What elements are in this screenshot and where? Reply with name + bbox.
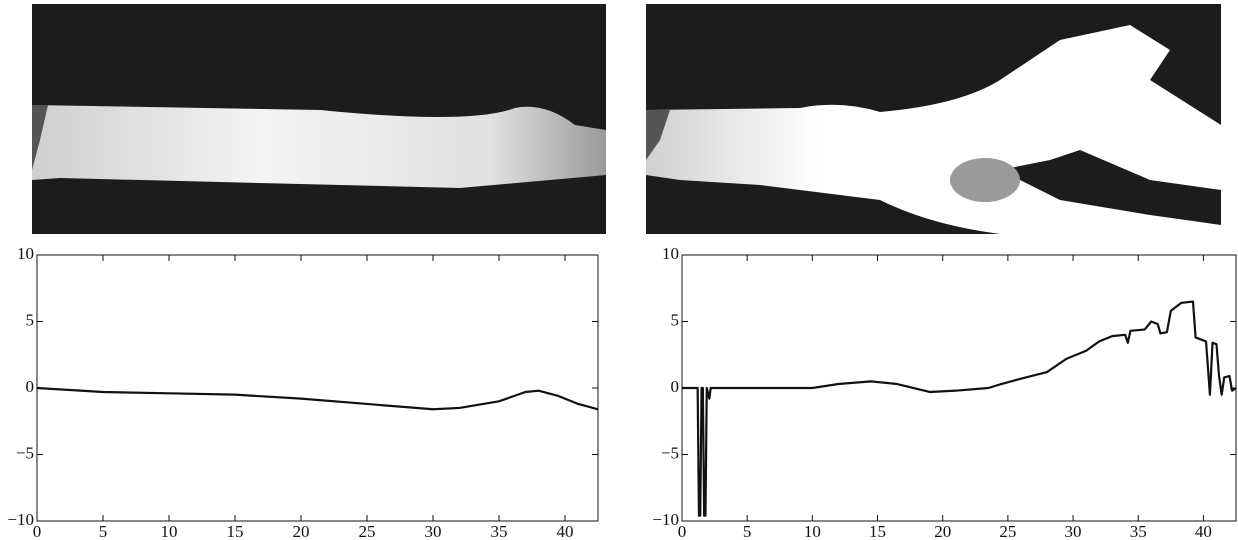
x-tick-label: 10	[804, 522, 821, 540]
y-tick-label: 5	[671, 310, 680, 329]
y-tick-label: −10	[652, 510, 679, 529]
x-tick-label: 35	[491, 522, 508, 540]
x-tick-label: 20	[293, 522, 310, 540]
x-tick-label: 40	[557, 522, 574, 540]
x-tick-label: 0	[678, 522, 687, 540]
x-tick-label: 15	[869, 522, 886, 540]
x-tick-label: 5	[743, 522, 752, 540]
y-tick-label: −5	[661, 443, 679, 462]
x-tick-label: 5	[99, 522, 108, 540]
x-tick-label: 35	[1130, 522, 1147, 540]
x-tick-label: 30	[425, 522, 442, 540]
chart-left	[36, 254, 599, 522]
x-tick-label: 20	[934, 522, 951, 540]
y-tick-label: −10	[7, 510, 34, 529]
y-tick-label: 5	[26, 310, 35, 329]
data-line	[36, 386, 599, 411]
x-tick-label: 10	[161, 522, 178, 540]
plot-frame	[36, 254, 599, 522]
x-tick-label: 25	[359, 522, 376, 540]
x-tick-label: 15	[227, 522, 244, 540]
y-tick-label: 0	[671, 377, 680, 396]
image-left	[32, 4, 606, 234]
y-tick-label: −5	[16, 443, 34, 462]
y-tick-label: 0	[26, 377, 35, 396]
x-tick-label: 40	[1195, 522, 1212, 540]
x-tick-label: 25	[999, 522, 1016, 540]
data-line	[682, 300, 1237, 517]
y-tick-label: 10	[17, 244, 34, 263]
y-tick-label: 10	[662, 244, 679, 263]
x-tick-label: 0	[33, 522, 42, 540]
image-right	[646, 4, 1221, 234]
x-tick-label: 30	[1065, 522, 1082, 540]
